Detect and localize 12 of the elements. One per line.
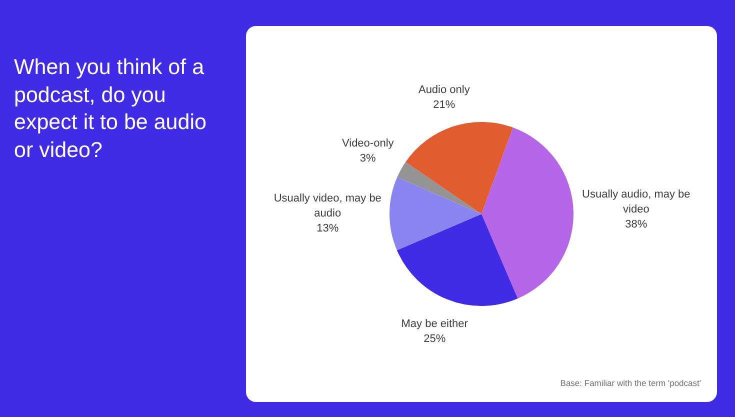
slice-label: Audio only xyxy=(418,84,470,96)
slice-label: May be either xyxy=(401,318,468,330)
data-label: 25% xyxy=(424,332,446,345)
text: When you think of a podcast, do you expect it to be audio or video? xyxy=(14,54,208,164)
data-label: 13% xyxy=(316,222,339,234)
slice-label: Usually audio, may be video xyxy=(582,188,690,216)
data-label: 38% xyxy=(625,218,648,231)
slice-label: Video-only xyxy=(342,138,394,150)
data-label: 3% xyxy=(360,152,376,165)
data-label: 21% xyxy=(433,99,456,112)
text: Base: Familiar with the term 'podcast' xyxy=(560,378,701,388)
slice-label: Usually video, may be audio xyxy=(274,192,382,220)
